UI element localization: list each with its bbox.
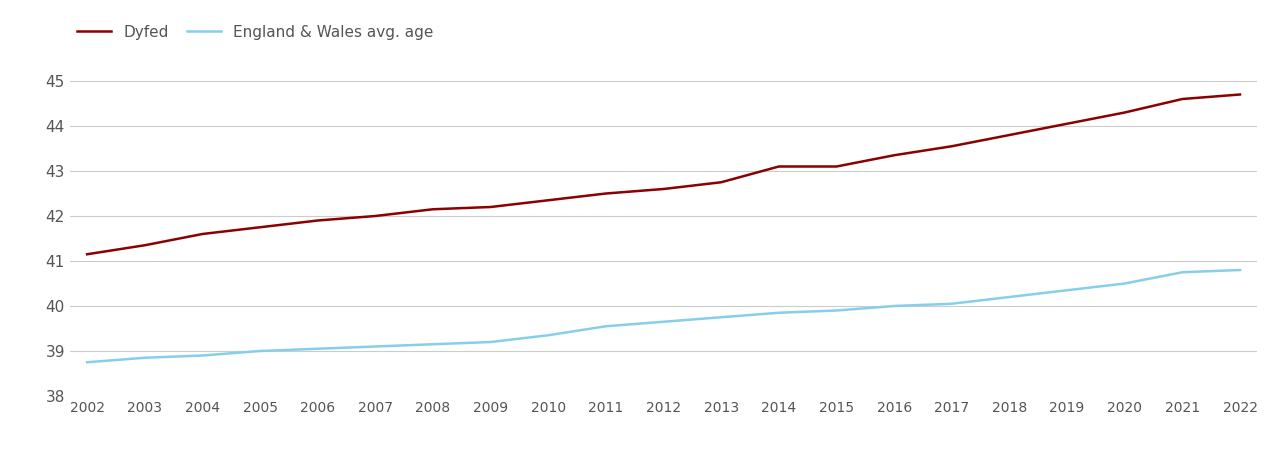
England & Wales avg. age	[368, 344, 384, 349]
England & Wales avg. age	[598, 324, 613, 329]
England & Wales avg. age	[80, 360, 95, 365]
Dyfed	[1232, 92, 1247, 97]
Dyfed	[944, 144, 959, 149]
Dyfed	[194, 231, 210, 237]
Dyfed	[771, 164, 786, 169]
England & Wales avg. age	[253, 348, 268, 354]
England & Wales avg. age	[1002, 294, 1017, 300]
Dyfed	[1002, 132, 1017, 138]
Dyfed	[425, 207, 441, 212]
England & Wales avg. age	[1118, 281, 1133, 286]
Dyfed	[483, 204, 498, 210]
Dyfed	[137, 243, 152, 248]
England & Wales avg. age	[1059, 288, 1074, 293]
Line: England & Wales avg. age: England & Wales avg. age	[88, 270, 1240, 362]
England & Wales avg. age	[1175, 270, 1190, 275]
Dyfed	[1059, 121, 1074, 126]
Dyfed	[886, 153, 902, 158]
England & Wales avg. age	[657, 319, 672, 324]
England & Wales avg. age	[541, 333, 556, 338]
Dyfed	[310, 218, 325, 223]
England & Wales avg. age	[714, 315, 729, 320]
England & Wales avg. age	[829, 308, 845, 313]
Dyfed	[1175, 96, 1190, 102]
Dyfed	[829, 164, 845, 169]
England & Wales avg. age	[886, 303, 902, 309]
England & Wales avg. age	[1232, 267, 1247, 273]
Dyfed	[368, 213, 384, 219]
England & Wales avg. age	[483, 339, 498, 345]
Dyfed	[253, 225, 268, 230]
England & Wales avg. age	[137, 355, 152, 360]
England & Wales avg. age	[310, 346, 325, 351]
Dyfed	[598, 191, 613, 196]
Dyfed	[80, 252, 95, 257]
England & Wales avg. age	[194, 353, 210, 358]
Dyfed	[714, 180, 729, 185]
Line: Dyfed: Dyfed	[88, 94, 1240, 254]
Dyfed	[541, 198, 556, 203]
Legend: Dyfed, England & Wales avg. age: Dyfed, England & Wales avg. age	[77, 24, 433, 40]
England & Wales avg. age	[771, 310, 786, 315]
England & Wales avg. age	[425, 342, 441, 347]
Dyfed	[1118, 110, 1133, 115]
Dyfed	[657, 186, 672, 192]
England & Wales avg. age	[944, 301, 959, 306]
